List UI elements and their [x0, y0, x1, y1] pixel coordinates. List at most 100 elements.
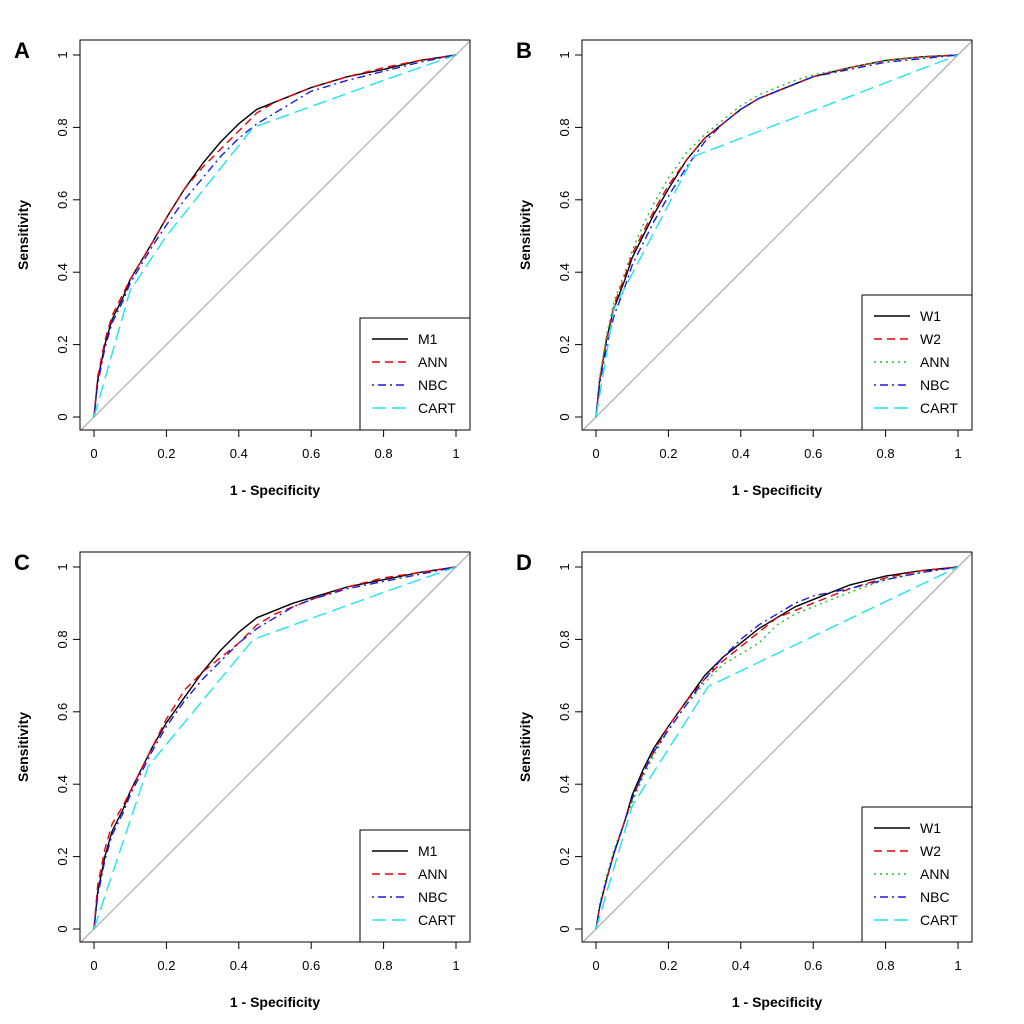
y-tick-label: 0.4	[55, 263, 70, 281]
x-tick-label: 0.2	[157, 958, 175, 973]
series-line-cart	[595, 54, 959, 418]
series-line-ann	[93, 54, 457, 418]
legend: W1 W2 ANN NBC CART	[861, 294, 973, 431]
y-tick-label: 1	[55, 51, 70, 58]
legend-label-nbc: NBC	[418, 889, 448, 905]
reference-diagonal-line	[80, 40, 470, 430]
series-line-nbc	[93, 566, 457, 930]
x-tick-label: 0	[592, 446, 599, 461]
y-tick-label: 1	[557, 563, 572, 570]
legend-label-cart: CART	[418, 400, 456, 416]
x-tick-label: 1	[954, 446, 961, 461]
y-tick-label: 0.2	[55, 848, 70, 866]
plot-frame	[79, 551, 471, 943]
x-tick-label: 1	[954, 958, 961, 973]
plot-frame	[581, 551, 973, 943]
y-tick-label: 0	[557, 413, 572, 420]
x-tick-label: 0.8	[375, 446, 393, 461]
legend-label-cart: CART	[418, 912, 456, 928]
legend-label-w1: W1	[920, 820, 941, 836]
series-line-cart	[93, 54, 457, 418]
x-axis-title: 1 - Specificity	[230, 994, 320, 1010]
plot-frame	[581, 39, 973, 431]
series-line-m1	[93, 54, 457, 418]
panel-letter: D	[516, 550, 532, 575]
y-tick-label: 0	[55, 413, 70, 420]
legend-label-nbc: NBC	[418, 377, 448, 393]
y-tick-label: 0.4	[55, 775, 70, 793]
x-axis-title: 1 - Specificity	[732, 994, 822, 1010]
legend-label-ann: ANN	[920, 354, 950, 370]
y-tick-label: 0.8	[557, 118, 572, 136]
y-tick-label: 0.2	[55, 336, 70, 354]
y-tick-label: 1	[55, 563, 70, 570]
legend-label-nbc: NBC	[920, 377, 950, 393]
legend-label-cart: CART	[920, 400, 958, 416]
x-tick-label: 0	[592, 958, 599, 973]
x-tick-label: 0.8	[877, 446, 895, 461]
x-tick-label: 0.8	[877, 958, 895, 973]
x-tick-label: 0.4	[732, 446, 750, 461]
series-line-nbc	[93, 54, 457, 418]
legend: M1 ANN NBC CART	[359, 317, 471, 431]
series-line-w2	[595, 566, 959, 930]
panel-letter: A	[14, 38, 30, 63]
reference-diagonal-line	[80, 552, 470, 942]
reference-diagonal-line	[582, 552, 972, 942]
x-tick-label: 0.4	[230, 958, 248, 973]
series-line-cart	[595, 566, 959, 930]
legend-box	[359, 829, 471, 943]
roc-panel-d: 0 0.2 0.4 0.6 0.8 1 0 0.2 0.4 0.6 0.8 1 1 - Specific…	[516, 550, 973, 1010]
y-tick-label: 1	[557, 51, 572, 58]
legend-label-ann: ANN	[418, 354, 448, 370]
x-tick-label: 0	[90, 446, 97, 461]
x-tick-label: 0.6	[804, 446, 822, 461]
y-tick-label: 0.4	[557, 775, 572, 793]
series-line-ann	[93, 566, 457, 930]
series-line-cart	[93, 566, 457, 930]
x-tick-label: 0.8	[375, 958, 393, 973]
y-tick-label: 0.6	[557, 191, 572, 209]
y-tick-label: 0.4	[557, 263, 572, 281]
x-tick-label: 0.6	[804, 958, 822, 973]
x-tick-label: 0.6	[302, 446, 320, 461]
series-line-nbc	[595, 566, 959, 930]
series-line-nbc	[595, 54, 959, 418]
x-tick-label: 0.4	[230, 446, 248, 461]
y-tick-label: 0	[55, 925, 70, 932]
legend-label-cart: CART	[920, 912, 958, 928]
x-tick-label: 0	[90, 958, 97, 973]
x-tick-label: 1	[452, 446, 459, 461]
x-tick-label: 0.2	[659, 958, 677, 973]
x-tick-label: 1	[452, 958, 459, 973]
legend-label-w2: W2	[920, 331, 941, 347]
y-axis-title: Sensitivity	[517, 712, 533, 782]
legend: W1 W2 ANN NBC CART	[861, 806, 973, 943]
roc-panel-a: 0 0.2 0.4 0.6 0.8 1 0 0.2 0.4 0.6 0.8 1 1 - Specific…	[14, 38, 471, 498]
legend-label-m1: M1	[418, 331, 438, 347]
x-tick-label: 0.2	[157, 446, 175, 461]
roc-panel-c: 0 0.2 0.4 0.6 0.8 1 0 0.2 0.4 0.6 0.8 1 1 - Specific…	[14, 550, 471, 1010]
panel-letter: B	[516, 38, 532, 63]
legend-label-ann: ANN	[418, 866, 448, 882]
y-tick-label: 0.2	[557, 848, 572, 866]
plot-frame	[79, 39, 471, 431]
panel-letter: C	[14, 550, 30, 575]
roc-panel-b: 0 0.2 0.4 0.6 0.8 1 0 0.2 0.4 0.6 0.8 1 1 - Specific…	[516, 38, 973, 498]
y-axis-title: Sensitivity	[517, 200, 533, 270]
legend: M1 ANN NBC CART	[359, 829, 471, 943]
legend-label-w1: W1	[920, 308, 941, 324]
series-line-w2	[595, 54, 959, 418]
x-tick-label: 0.2	[659, 446, 677, 461]
series-line-ann	[595, 54, 959, 418]
y-axis-title: Sensitivity	[15, 712, 31, 782]
legend-label-nbc: NBC	[920, 889, 950, 905]
series-line-w1	[595, 566, 959, 930]
legend-label-ann: ANN	[920, 866, 950, 882]
reference-diagonal-line	[582, 40, 972, 430]
x-axis-title: 1 - Specificity	[230, 482, 320, 498]
x-tick-label: 0.4	[732, 958, 750, 973]
x-axis-title: 1 - Specificity	[732, 482, 822, 498]
legend-label-m1: M1	[418, 843, 438, 859]
